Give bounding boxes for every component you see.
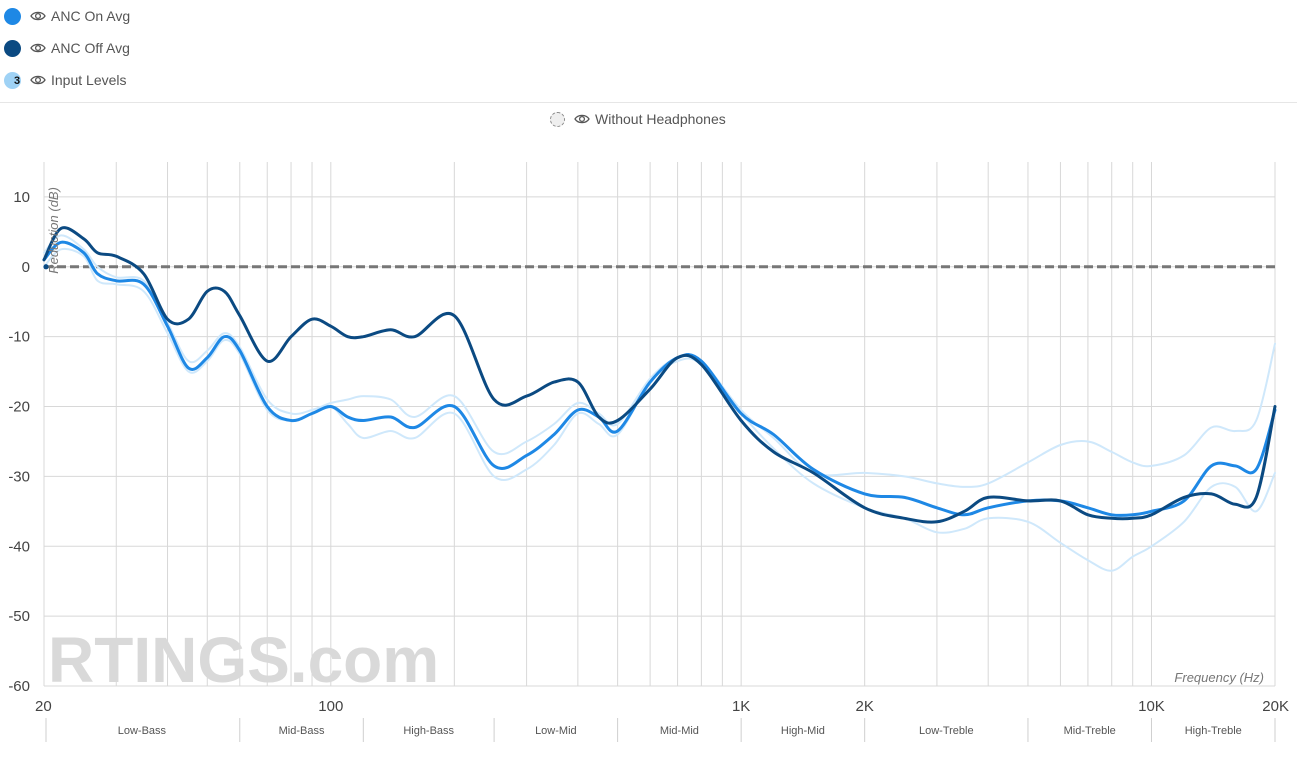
y-tick-label: -20	[8, 399, 30, 416]
series-input-level-a	[43, 234, 1276, 488]
y-tick-label: -10	[8, 329, 30, 346]
eye-icon[interactable]	[30, 8, 46, 24]
y-tick-label: -40	[8, 538, 30, 555]
y-tick-label: 10	[13, 189, 30, 206]
legend-label-without-headphones: Without Headphones	[595, 111, 726, 127]
series-input-level-b	[43, 247, 1276, 572]
legend-item-without-headphones[interactable]: Without Headphones	[550, 108, 726, 130]
watermark: RTINGS.com	[48, 624, 439, 696]
chart-grid	[43, 162, 1276, 687]
band-label: Mid-Treble	[1064, 725, 1116, 737]
legend-divider	[0, 102, 1297, 103]
frequency-bands: Low-Bass Mid-Bass High-Bass Low-Mid Mid-Mid H…	[45, 718, 1276, 742]
chart-series	[42, 226, 1277, 572]
watermark-text: RTINGS.com	[48, 624, 439, 696]
y-tick-label: -30	[8, 468, 30, 485]
x-tick-label: 20K	[1262, 698, 1289, 715]
y-tick-label: -60	[8, 678, 30, 695]
series-start-point	[43, 264, 49, 270]
x-tick-label: 100	[318, 698, 343, 715]
input-levels-count-badge: 3	[14, 74, 21, 87]
band-label: Low-Mid	[535, 725, 577, 737]
band-label: Mid-Mid	[660, 725, 699, 737]
input-levels-swatch: 3	[4, 71, 21, 89]
x-tick-label: 10K	[1138, 698, 1165, 715]
x-tick-label: 2K	[855, 698, 873, 715]
y-tick-label: -50	[8, 608, 30, 625]
legend-label-anc-off: ANC Off Avg	[51, 40, 130, 56]
x-axis-title: Frequency (Hz)	[1174, 670, 1264, 685]
x-tick-label: 1K	[732, 698, 750, 715]
eye-icon[interactable]	[30, 72, 46, 88]
without-headphones-swatch	[550, 111, 565, 127]
anc-on-swatch	[4, 7, 21, 25]
legend-label-anc-on: ANC On Avg	[51, 8, 131, 24]
series-anc-on-avg	[42, 240, 1277, 517]
legend-item-input-levels[interactable]: 3 Input Levels	[4, 68, 244, 92]
y-axis-title: Reduction (dB)	[46, 187, 61, 274]
band-label: Mid-Bass	[279, 725, 325, 737]
band-label: High-Bass	[403, 725, 454, 737]
anc-off-swatch	[4, 39, 21, 57]
legend-item-anc-off[interactable]: ANC Off Avg	[4, 36, 244, 60]
legend-label-input-levels: Input Levels	[51, 72, 127, 88]
eye-icon[interactable]	[574, 111, 590, 127]
band-label: Low-Bass	[118, 725, 167, 737]
band-label: High-Treble	[1185, 725, 1242, 737]
series-anc-off-avg	[42, 226, 1277, 524]
band-label: Low-Treble	[919, 725, 974, 737]
eye-icon[interactable]	[30, 40, 46, 56]
y-tick-label: 0	[22, 259, 30, 276]
legend-item-anc-on[interactable]: ANC On Avg	[4, 4, 244, 28]
band-label: High-Mid	[781, 725, 825, 737]
x-tick-label: 20	[35, 698, 52, 715]
